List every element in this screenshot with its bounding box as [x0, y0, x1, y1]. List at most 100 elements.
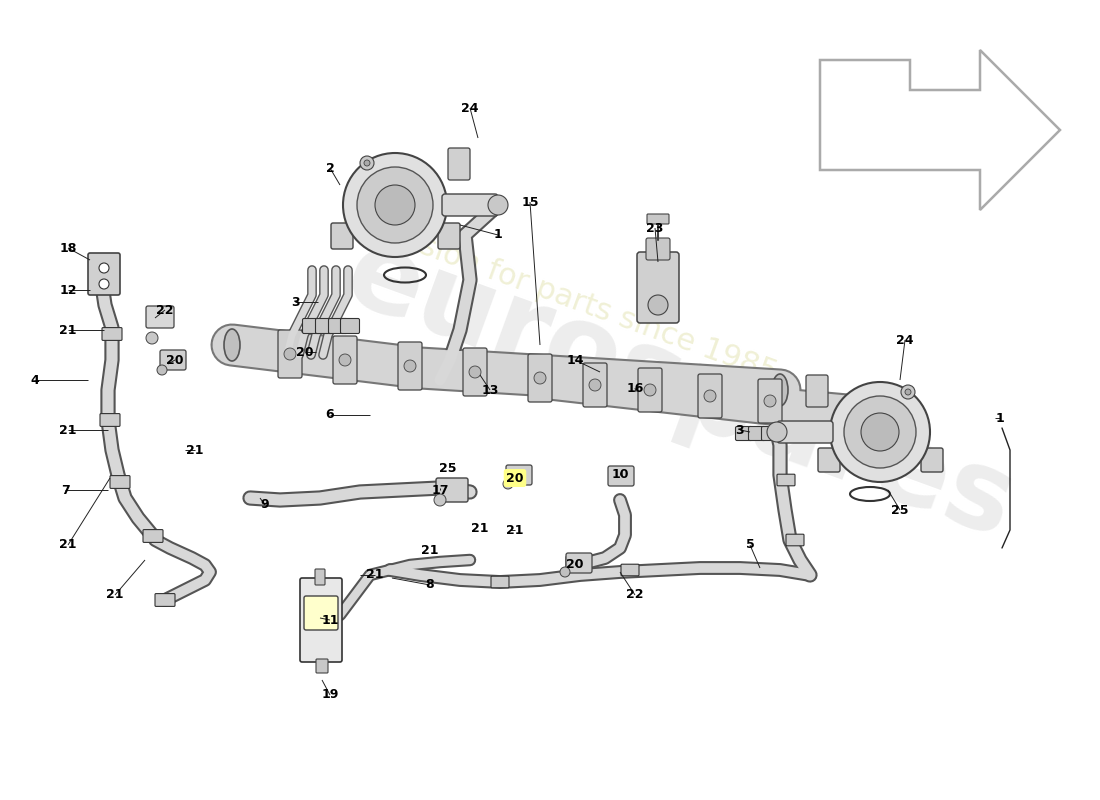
Text: 21: 21 — [59, 323, 77, 337]
Circle shape — [488, 195, 508, 215]
Text: 20: 20 — [566, 558, 584, 571]
Text: 6: 6 — [326, 409, 334, 422]
Text: 15: 15 — [521, 195, 539, 209]
Circle shape — [844, 396, 916, 468]
Text: eurospares: eurospares — [331, 219, 1028, 561]
Circle shape — [905, 389, 911, 395]
Ellipse shape — [862, 401, 878, 429]
Text: 17: 17 — [431, 483, 449, 497]
Circle shape — [534, 372, 546, 384]
Circle shape — [364, 160, 370, 166]
FancyBboxPatch shape — [777, 474, 795, 486]
Ellipse shape — [224, 329, 240, 361]
Text: 11: 11 — [321, 614, 339, 626]
FancyBboxPatch shape — [442, 194, 498, 216]
Circle shape — [704, 390, 716, 402]
Text: 1: 1 — [996, 411, 1004, 425]
Text: 3: 3 — [736, 423, 745, 437]
FancyBboxPatch shape — [160, 350, 186, 370]
Text: 12: 12 — [59, 283, 77, 297]
Text: 5: 5 — [746, 538, 755, 551]
Circle shape — [767, 422, 786, 442]
FancyBboxPatch shape — [278, 330, 303, 378]
Circle shape — [434, 494, 446, 506]
Text: 16: 16 — [626, 382, 644, 394]
Text: 21: 21 — [186, 443, 204, 457]
Circle shape — [375, 185, 415, 225]
Ellipse shape — [532, 366, 548, 394]
FancyBboxPatch shape — [438, 223, 460, 249]
Text: 19: 19 — [321, 689, 339, 702]
FancyBboxPatch shape — [155, 594, 175, 606]
Text: 4: 4 — [31, 374, 40, 386]
Text: 21: 21 — [59, 538, 77, 551]
FancyBboxPatch shape — [302, 318, 321, 334]
FancyBboxPatch shape — [566, 553, 592, 573]
Circle shape — [861, 413, 899, 451]
Circle shape — [284, 348, 296, 360]
FancyBboxPatch shape — [143, 530, 163, 542]
FancyBboxPatch shape — [777, 421, 833, 443]
Circle shape — [503, 479, 513, 489]
FancyBboxPatch shape — [329, 318, 348, 334]
Text: 21: 21 — [471, 522, 488, 534]
Text: 22: 22 — [156, 303, 174, 317]
Text: 13: 13 — [482, 383, 498, 397]
Text: 24: 24 — [461, 102, 478, 114]
Text: 2: 2 — [326, 162, 334, 174]
FancyBboxPatch shape — [506, 465, 532, 485]
FancyBboxPatch shape — [786, 534, 804, 546]
FancyBboxPatch shape — [100, 414, 120, 426]
FancyBboxPatch shape — [646, 238, 670, 260]
FancyBboxPatch shape — [647, 214, 669, 224]
Text: a passion for parts since 1985: a passion for parts since 1985 — [339, 202, 782, 387]
FancyBboxPatch shape — [300, 578, 342, 662]
Circle shape — [404, 360, 416, 372]
FancyBboxPatch shape — [436, 478, 468, 502]
FancyBboxPatch shape — [698, 374, 722, 418]
Text: 21: 21 — [59, 423, 77, 437]
Text: 9: 9 — [261, 498, 270, 511]
Text: 21: 21 — [421, 543, 439, 557]
Circle shape — [764, 395, 776, 407]
Circle shape — [560, 567, 570, 577]
Text: 20: 20 — [296, 346, 314, 358]
Text: 23: 23 — [647, 222, 663, 234]
Text: 25: 25 — [891, 503, 909, 517]
Text: 21: 21 — [506, 523, 524, 537]
FancyBboxPatch shape — [758, 379, 782, 423]
Text: 24: 24 — [896, 334, 914, 346]
Text: 21: 21 — [107, 589, 123, 602]
FancyBboxPatch shape — [110, 475, 130, 488]
FancyBboxPatch shape — [637, 252, 679, 323]
Text: 21: 21 — [366, 569, 384, 582]
Text: 22: 22 — [626, 589, 644, 602]
FancyBboxPatch shape — [638, 368, 662, 412]
FancyBboxPatch shape — [748, 426, 766, 441]
Text: 25: 25 — [439, 462, 456, 474]
Circle shape — [99, 263, 109, 273]
FancyBboxPatch shape — [304, 596, 338, 630]
FancyBboxPatch shape — [88, 253, 120, 295]
FancyBboxPatch shape — [315, 569, 324, 585]
FancyBboxPatch shape — [621, 564, 639, 576]
Circle shape — [360, 156, 374, 170]
FancyBboxPatch shape — [102, 328, 122, 341]
Ellipse shape — [772, 374, 788, 406]
FancyBboxPatch shape — [316, 318, 334, 334]
Text: 20: 20 — [506, 471, 524, 485]
FancyBboxPatch shape — [146, 306, 174, 328]
FancyBboxPatch shape — [736, 426, 752, 441]
Circle shape — [146, 332, 158, 344]
FancyBboxPatch shape — [331, 223, 353, 249]
Circle shape — [901, 385, 915, 399]
FancyBboxPatch shape — [341, 318, 360, 334]
FancyBboxPatch shape — [333, 336, 358, 384]
FancyBboxPatch shape — [583, 363, 607, 407]
Circle shape — [339, 354, 351, 366]
FancyBboxPatch shape — [528, 354, 552, 402]
Circle shape — [358, 167, 433, 243]
Circle shape — [830, 382, 930, 482]
Circle shape — [644, 384, 656, 396]
FancyBboxPatch shape — [316, 659, 328, 673]
